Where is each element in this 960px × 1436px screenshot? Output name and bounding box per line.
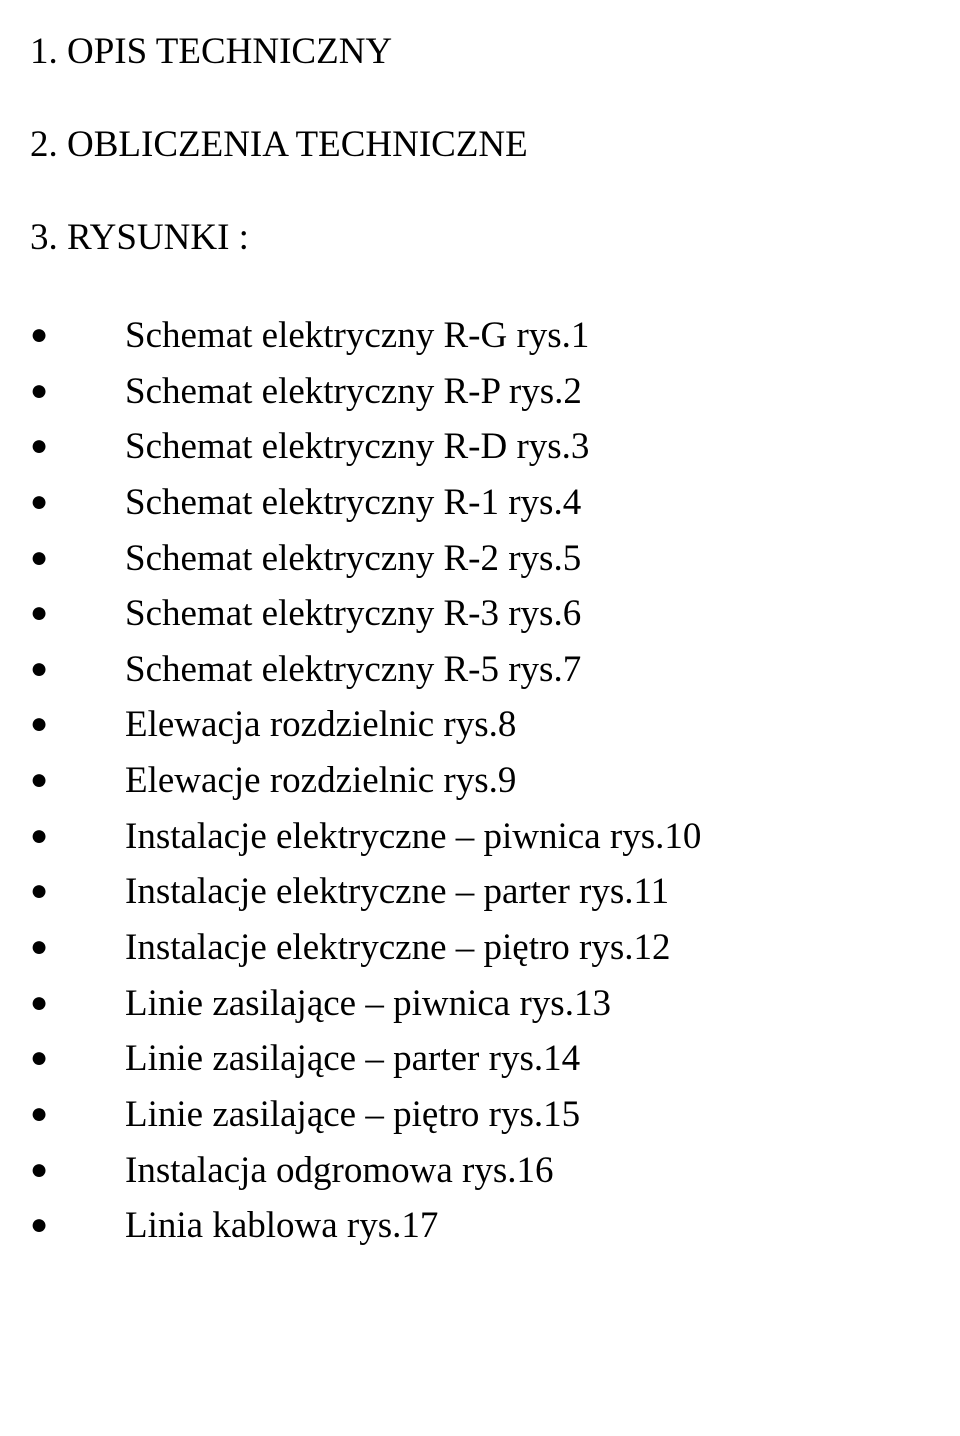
bullet-icon: ● — [30, 424, 125, 468]
list-item: ●Elewacja rozdzielnic rys.8 — [30, 698, 930, 752]
list-item-text: Instalacja odgromowa rys.16 — [125, 1144, 930, 1198]
list-item: ●Instalacja odgromowa rys.16 — [30, 1144, 930, 1198]
list-item-text: Schemat elektryczny R-3 rys.6 — [125, 587, 930, 641]
list-item-text: Instalacje elektryczne – piętro rys.12 — [125, 921, 930, 975]
list-item: ●Linie zasilające – piętro rys.15 — [30, 1088, 930, 1142]
bullet-icon: ● — [30, 647, 125, 691]
list-item: ●Schemat elektryczny R-5 rys.7 — [30, 643, 930, 697]
list-item: ●Instalacje elektryczne – piętro rys.12 — [30, 921, 930, 975]
bullet-icon: ● — [30, 1092, 125, 1136]
list-item: ●Instalacje elektryczne – piwnica rys.10 — [30, 810, 930, 864]
list-item-text: Linie zasilające – piwnica rys.13 — [125, 977, 930, 1031]
bullet-icon: ● — [30, 313, 125, 357]
bullet-icon: ● — [30, 1036, 125, 1080]
list-item: ●Schemat elektryczny R-P rys.2 — [30, 365, 930, 419]
list-item-text: Elewacja rozdzielnic rys.8 — [125, 698, 930, 752]
bullet-icon: ● — [30, 480, 125, 524]
heading-3: 3. RYSUNKI : — [30, 216, 930, 259]
drawings-list: ●Schemat elektryczny R-G rys.1 ●Schemat … — [30, 309, 930, 1253]
list-item-text: Instalacje elektryczne – parter rys.11 — [125, 865, 930, 919]
bullet-icon: ● — [30, 369, 125, 413]
heading-1: 1. OPIS TECHNICZNY — [30, 30, 930, 73]
bullet-icon: ● — [30, 536, 125, 580]
list-item-text: Schemat elektryczny R-P rys.2 — [125, 365, 930, 419]
list-item: ●Elewacje rozdzielnic rys.9 — [30, 754, 930, 808]
bullet-icon: ● — [30, 981, 125, 1025]
list-item-text: Schemat elektryczny R-5 rys.7 — [125, 643, 930, 697]
bullet-icon: ● — [30, 591, 125, 635]
list-item-text: Elewacje rozdzielnic rys.9 — [125, 754, 930, 808]
list-item-text: Instalacje elektryczne – piwnica rys.10 — [125, 810, 930, 864]
bullet-icon: ● — [30, 1148, 125, 1192]
list-item-text: Schemat elektryczny R-2 rys.5 — [125, 532, 930, 586]
list-item-text: Schemat elektryczny R-D rys.3 — [125, 420, 930, 474]
list-item: ●Linie zasilające – parter rys.14 — [30, 1032, 930, 1086]
bullet-icon: ● — [30, 869, 125, 913]
heading-2: 2. OBLICZENIA TECHNICZNE — [30, 123, 930, 166]
list-item: ●Schemat elektryczny R-3 rys.6 — [30, 587, 930, 641]
list-item: ●Linia kablowa rys.17 — [30, 1199, 930, 1253]
bullet-icon: ● — [30, 925, 125, 969]
bullet-icon: ● — [30, 758, 125, 802]
list-item: ●Linie zasilające – piwnica rys.13 — [30, 977, 930, 1031]
list-item-text: Linie zasilające – parter rys.14 — [125, 1032, 930, 1086]
list-item: ●Schemat elektryczny R-G rys.1 — [30, 309, 930, 363]
list-item-text: Schemat elektryczny R-G rys.1 — [125, 309, 930, 363]
bullet-icon: ● — [30, 1203, 125, 1247]
bullet-icon: ● — [30, 814, 125, 858]
list-item-text: Linia kablowa rys.17 — [125, 1199, 930, 1253]
list-item: ●Schemat elektryczny R-1 rys.4 — [30, 476, 930, 530]
list-item: ●Schemat elektryczny R-2 rys.5 — [30, 532, 930, 586]
list-item-text: Schemat elektryczny R-1 rys.4 — [125, 476, 930, 530]
bullet-icon: ● — [30, 702, 125, 746]
list-item: ●Schemat elektryczny R-D rys.3 — [30, 420, 930, 474]
list-item-text: Linie zasilające – piętro rys.15 — [125, 1088, 930, 1142]
list-item: ●Instalacje elektryczne – parter rys.11 — [30, 865, 930, 919]
